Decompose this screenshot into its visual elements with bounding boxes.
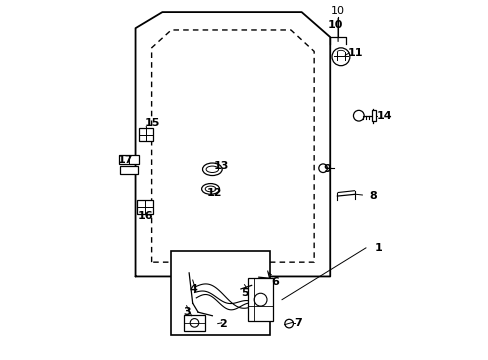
Bar	[171, 251, 269, 336]
Ellipse shape	[205, 166, 218, 172]
Text: 5: 5	[241, 288, 248, 297]
Text: 10: 10	[327, 19, 343, 30]
Text: 11: 11	[347, 48, 363, 58]
Ellipse shape	[202, 163, 222, 176]
Text: 4: 4	[189, 284, 197, 294]
Circle shape	[353, 111, 364, 121]
Bar	[139, 128, 153, 141]
Circle shape	[331, 48, 349, 66]
Bar	[371, 111, 375, 121]
Ellipse shape	[205, 186, 216, 192]
Circle shape	[318, 164, 326, 172]
Circle shape	[190, 319, 198, 327]
Text: 10: 10	[330, 6, 345, 16]
Text: 17: 17	[118, 156, 133, 165]
Circle shape	[254, 293, 266, 306]
Text: 2: 2	[219, 319, 227, 329]
Bar	[247, 278, 272, 321]
Text: 16: 16	[137, 211, 153, 221]
Bar	[120, 166, 138, 174]
Text: 15: 15	[144, 118, 160, 128]
Ellipse shape	[201, 184, 219, 194]
Text: 7: 7	[294, 318, 302, 328]
Text: 3: 3	[183, 307, 191, 317]
Text: 8: 8	[369, 191, 377, 201]
Circle shape	[285, 319, 293, 328]
Bar	[183, 315, 205, 331]
Text: 13: 13	[214, 161, 229, 171]
Text: 1: 1	[374, 243, 382, 253]
Text: 9: 9	[323, 164, 330, 174]
Text: 14: 14	[376, 111, 391, 121]
Text: 6: 6	[271, 277, 279, 287]
Bar	[137, 200, 153, 214]
Text: 12: 12	[206, 188, 222, 198]
Bar	[119, 155, 139, 164]
